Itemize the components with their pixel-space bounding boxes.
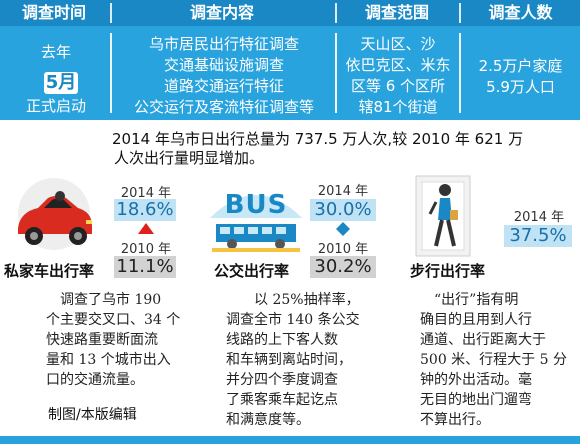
content-item: 道路交通运行特征 xyxy=(163,77,284,95)
bus-rate-label: 公交出行率 xyxy=(214,262,290,280)
month-badge: 5月 xyxy=(44,72,78,94)
desc-line: 快速路重要断面流 xyxy=(46,332,158,348)
desc-line: 通道、出行距离大于 xyxy=(420,332,546,348)
desc-line: 口的交通流量。 xyxy=(46,372,144,388)
desc-line: 不算出行。 xyxy=(420,412,490,428)
up-arrow-icon xyxy=(138,223,154,234)
credit-text: 制图/本版编辑 xyxy=(48,407,137,423)
content-item: 乌市居民出行特征调查 xyxy=(148,35,299,53)
content-list: 乌市居民出行特征调查 交通基础设施调查 道路交通运行特征 公交运行及客流特征调查… xyxy=(112,34,336,118)
car-icon xyxy=(18,178,92,250)
walk-year-2014: 2014 年 xyxy=(513,210,565,225)
desc-line: 钟的外出活动。毫 xyxy=(420,372,532,388)
summary-line: 人次出行量明显增加。 xyxy=(114,149,265,167)
info-band xyxy=(0,26,580,120)
walking-person-icon xyxy=(415,175,471,257)
people-line: 5.9万人口 xyxy=(486,78,555,96)
desc-line: “出行”指有明 xyxy=(434,292,519,308)
desc-line: 了乘客乘车起讫点 xyxy=(226,392,338,408)
table-header: 调查时间 调查内容 调查范围 调查人数 xyxy=(0,0,580,26)
header-scope: 调查范围 xyxy=(364,3,429,22)
walk-value-2014: 37.5% xyxy=(504,225,572,247)
bus-icon xyxy=(210,195,302,252)
bus-value-2014: 30.0% xyxy=(310,199,376,221)
header-divider xyxy=(110,3,112,23)
bus-year-2014: 2014 年 xyxy=(317,184,369,199)
desc-intersections: 调查了乌市 190 个主要交叉口、34 个 快速路重要断面流 量和 13 个城市… xyxy=(46,290,196,390)
scope-line: 依巴克区、米东 xyxy=(345,56,451,74)
bottom-bar xyxy=(0,436,580,444)
band-divider xyxy=(110,33,112,113)
walk-rate-label: 步行出行率 xyxy=(410,262,486,280)
scope-line: 区等 6 个区所 xyxy=(350,77,446,95)
desc-line: 500 米、行程大于 5 分 xyxy=(420,352,567,368)
scope-line: 天山区、沙 xyxy=(360,35,436,53)
desc-line: 无目的地出门遛弯 xyxy=(420,392,532,408)
car-year-2010: 2010 年 xyxy=(120,242,172,257)
bus-value-2010: 30.2% xyxy=(310,256,376,278)
bus-year-2010: 2010 年 xyxy=(317,242,369,257)
desc-bus-lines: 以 25%抽样率， 调查全市 140 条公交 线路的上下客人数 和车辆到离站时间… xyxy=(226,290,386,430)
scope-list: 天山区、沙 依巴克区、米东 区等 6 个区所 辖81个街道 xyxy=(337,34,459,118)
desc-line: 调查了乌市 190 xyxy=(60,292,162,308)
car-year-2014: 2014 年 xyxy=(120,186,172,201)
summary-line: 2014 年乌市日出行总量为 737.5 万人次,较 2010 年 621 万 xyxy=(112,130,524,148)
header-content: 调查内容 xyxy=(189,3,254,22)
scope-line: 辖81个街道 xyxy=(358,98,438,116)
desc-line: 和车辆到离站时间， xyxy=(226,352,352,368)
content-item: 公交运行及客流特征调查等 xyxy=(133,98,314,116)
content-item: 交通基础设施调查 xyxy=(163,56,284,74)
desc-line: 调查全市 140 条公交 xyxy=(226,312,360,328)
band-divider xyxy=(459,33,461,113)
band-divider xyxy=(335,33,337,113)
people-line: 2.5万户家庭 xyxy=(478,57,563,75)
desc-line: 以 25%抽样率， xyxy=(254,292,360,308)
header-divider xyxy=(335,3,337,23)
desc-trip-definition: “出行”指有明 确目的且用到人行 通道、出行距离大于 500 米、行程大于 5 … xyxy=(420,290,580,430)
desc-line: 和满意度等。 xyxy=(226,412,310,428)
desc-line: 量和 13 个城市出入 xyxy=(46,352,171,368)
summary-text: 2014 年乌市日出行总量为 737.5 万人次,较 2010 年 621 万 … xyxy=(112,130,532,168)
car-value-2014: 18.6% xyxy=(114,199,176,221)
people-list: 2.5万户家庭 5.9万人口 xyxy=(461,56,580,98)
time-line1: 去年 xyxy=(40,43,71,61)
header-time: 调查时间 xyxy=(21,3,86,22)
time-line3: 正式启动 xyxy=(25,97,86,115)
header-divider xyxy=(459,3,461,23)
desc-line: 并分四个季度调查 xyxy=(226,372,338,388)
header-people: 调查人数 xyxy=(488,3,553,22)
desc-line: 确目的且用到人行 xyxy=(420,312,532,328)
car-rate-label: 私家车出行率 xyxy=(4,262,95,280)
desc-line: 个主要交叉口、34 个 xyxy=(46,312,181,328)
car-value-2010: 11.1% xyxy=(114,256,176,278)
desc-line: 线路的上下客人数 xyxy=(226,332,338,348)
diamond-icon xyxy=(336,222,350,236)
bus-sign-text: BUS xyxy=(224,190,288,220)
